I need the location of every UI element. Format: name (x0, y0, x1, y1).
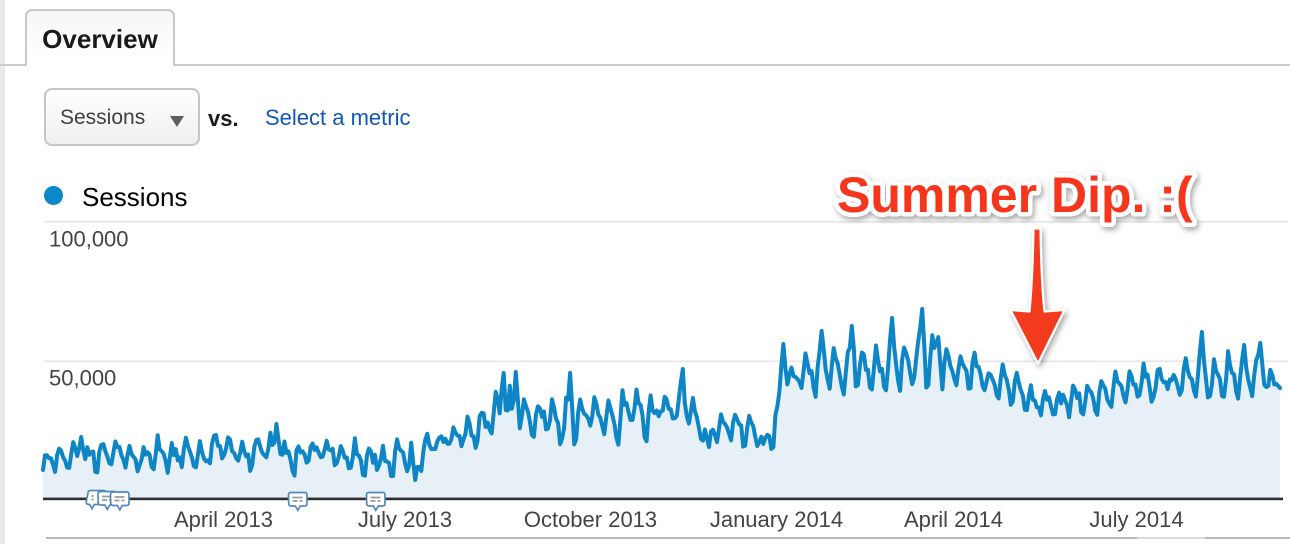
svg-text:October 2013: October 2013 (524, 507, 657, 532)
svg-text:April 2014: April 2014 (904, 507, 1003, 532)
svg-text:July 2014: July 2014 (1089, 507, 1183, 532)
svg-text:50,000: 50,000 (49, 366, 116, 391)
svg-text:April 2013: April 2013 (174, 507, 273, 532)
svg-text:January 2014: January 2014 (710, 507, 843, 532)
svg-text:July 2013: July 2013 (358, 507, 452, 532)
svg-text:Summer Dip. :(: Summer Dip. :( (837, 167, 1193, 223)
svg-text:100,000: 100,000 (49, 227, 129, 252)
